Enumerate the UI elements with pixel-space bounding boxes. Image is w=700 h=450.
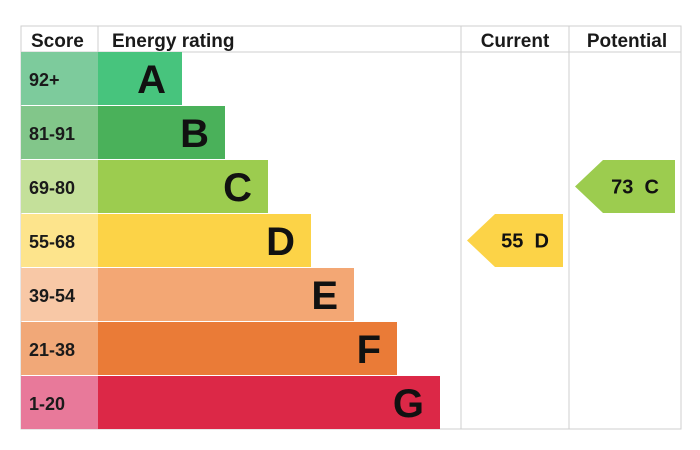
potential-rating-label: 73 C — [611, 177, 659, 199]
score-range-c: 69-80 — [29, 178, 75, 198]
rating-bar-e — [98, 268, 354, 321]
rating-bar-c — [98, 160, 268, 213]
rating-bar-f — [98, 322, 397, 375]
score-cell-g — [21, 376, 98, 429]
score-cell-c — [21, 160, 98, 213]
header-potential: Potential — [587, 31, 667, 52]
header-energy-rating: Energy rating — [112, 31, 234, 52]
score-cell-f — [21, 322, 98, 375]
rating-letter-a: A — [137, 58, 166, 102]
score-range-b: 81-91 — [29, 124, 75, 144]
header-score: Score — [31, 31, 84, 52]
current-rating-label: 55 D — [501, 231, 549, 253]
rating-letter-f: F — [357, 328, 381, 372]
score-range-a: 92+ — [29, 70, 60, 90]
rating-letter-g: G — [393, 382, 424, 426]
score-range-g: 1-20 — [29, 394, 65, 414]
rating-bar-d — [98, 214, 311, 267]
rating-letter-e: E — [311, 274, 338, 318]
score-range-f: 21-38 — [29, 340, 75, 360]
rating-letter-c: C — [223, 166, 252, 210]
score-range-e: 39-54 — [29, 286, 75, 306]
score-cell-d — [21, 214, 98, 267]
score-range-d: 55-68 — [29, 232, 75, 252]
rating-bar-a — [98, 52, 182, 105]
header-current: Current — [481, 31, 550, 52]
current-rating-arrow — [467, 214, 563, 267]
score-cell-a — [21, 52, 98, 105]
rating-bar-g — [98, 376, 440, 429]
rating-bar-b — [98, 106, 225, 159]
score-cell-b — [21, 106, 98, 159]
score-cell-e — [21, 268, 98, 321]
potential-rating-arrow — [575, 160, 675, 213]
rating-letter-b: B — [180, 112, 209, 156]
rating-letter-d: D — [266, 220, 295, 264]
